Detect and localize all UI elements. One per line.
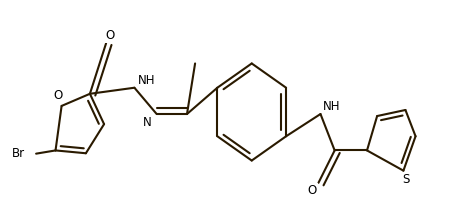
Text: O: O — [106, 29, 115, 43]
Text: Br: Br — [12, 147, 25, 160]
Text: NH: NH — [323, 100, 340, 113]
Text: S: S — [402, 173, 409, 186]
Text: N: N — [143, 116, 152, 129]
Text: NH: NH — [138, 74, 155, 87]
Text: O: O — [308, 184, 317, 197]
Text: O: O — [53, 89, 62, 102]
